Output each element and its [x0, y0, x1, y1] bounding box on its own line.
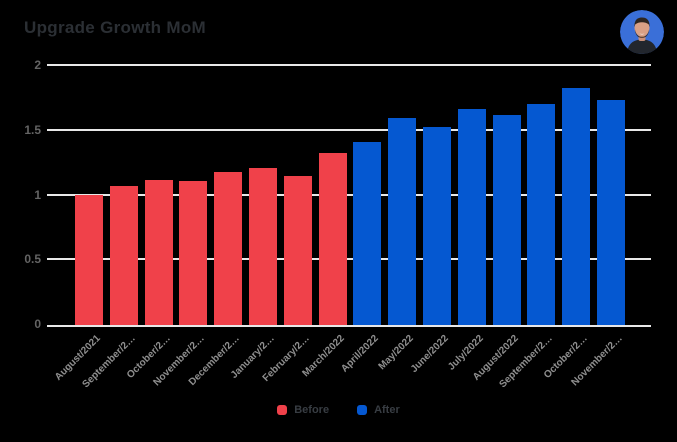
bar-before-January/2…[interactable]	[249, 168, 277, 325]
gridline-y-2	[47, 64, 651, 66]
chart-title: Upgrade Growth MoM	[24, 18, 206, 37]
bar-after-November/2…[interactable]	[597, 100, 625, 325]
y-axis-tick-label: 1.5	[24, 123, 41, 137]
gridline-y-1.5	[47, 129, 651, 131]
y-axis-tick-label: 0	[34, 317, 41, 331]
y-axis-tick-label: 1	[34, 188, 41, 202]
bar-before-March/2022[interactable]	[319, 153, 347, 325]
gridline-y-0.5	[47, 258, 651, 260]
bar-after-August/2022[interactable]	[493, 115, 521, 325]
bar-before-February/2…[interactable]	[284, 176, 312, 325]
legend-label: After	[374, 404, 400, 416]
bar-after-September/2…[interactable]	[527, 104, 555, 325]
legend-label: Before	[294, 404, 330, 416]
bar-before-December/2…[interactable]	[214, 172, 242, 325]
y-axis-tick-label: 2	[34, 58, 41, 72]
before-series-swatch-icon	[277, 405, 288, 415]
gridline-y-0	[47, 325, 651, 327]
after-series-swatch-icon	[357, 405, 368, 415]
bar-before-November/2…[interactable]	[179, 181, 207, 325]
chart-legend: Before After	[0, 404, 677, 416]
legend-item-before[interactable]: Before	[277, 404, 329, 416]
legend-item-after[interactable]: After	[357, 404, 400, 416]
bar-after-July/2022[interactable]	[458, 109, 486, 325]
gridline-y-1	[47, 194, 651, 196]
person-avatar-icon	[620, 10, 664, 54]
bar-after-October/2…[interactable]	[562, 88, 590, 325]
bar-before-August/2021[interactable]	[75, 195, 103, 325]
bar-after-June/2022[interactable]	[423, 127, 451, 325]
bar-before-October/2…[interactable]	[145, 180, 173, 325]
bar-after-May/2022[interactable]	[388, 118, 416, 325]
y-axis-tick-label: 0.5	[24, 252, 41, 266]
user-avatar[interactable]	[620, 10, 664, 54]
bar-before-September/2…[interactable]	[110, 186, 138, 325]
bar-after-April/2022[interactable]	[353, 142, 381, 325]
